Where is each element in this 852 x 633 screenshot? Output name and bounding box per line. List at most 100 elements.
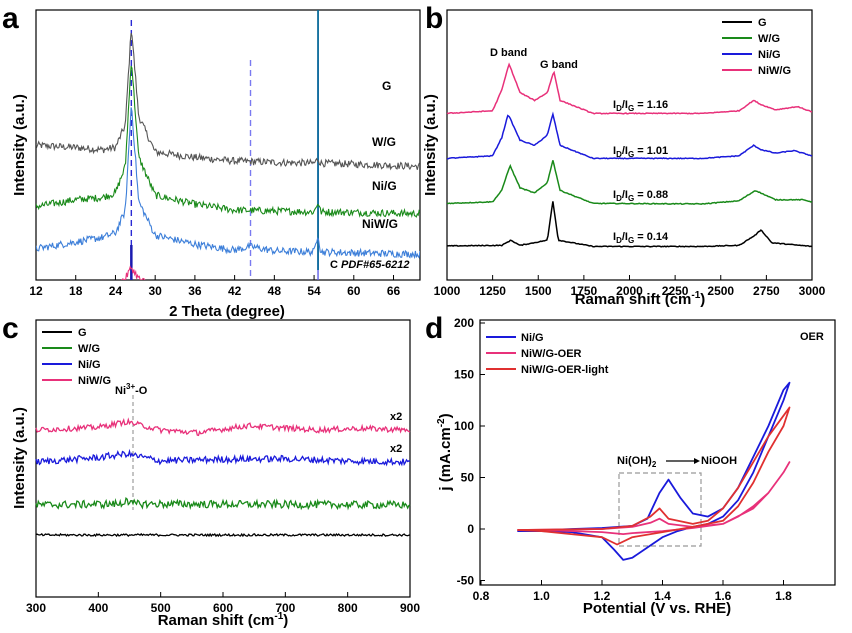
xtick-0-tick-label: 18 <box>69 284 83 298</box>
legend-entry: Ni/G <box>521 332 544 344</box>
x-ticks-c: 300 400 500 600 700 800 900 <box>26 592 420 615</box>
legend-entry: W/G <box>78 343 100 355</box>
x-tick-label: 1.0 <box>533 589 550 603</box>
series-line <box>35 497 411 511</box>
panel-letter-a: a <box>2 2 19 35</box>
legend-entry: G <box>78 327 87 339</box>
legend-entry: G <box>758 17 767 29</box>
xtick-0-tick-label: 36 <box>188 284 202 298</box>
xtick-2-tick-label: 800 <box>338 601 358 615</box>
panel-letter-b: b <box>425 2 443 35</box>
series-line <box>446 160 813 206</box>
x-tick-label: 1.4 <box>654 589 671 603</box>
xtick-1-tick-label: 2250 <box>662 284 689 298</box>
series-group-b <box>446 62 813 248</box>
series-line <box>517 381 791 561</box>
xtick-2-tick-label: 600 <box>213 601 233 615</box>
series-label-nig: Ni/G <box>372 179 397 193</box>
scale-label-nig: x2 <box>390 443 402 455</box>
series-label-niwg: NiW/G <box>362 217 398 231</box>
xtick-1-tick-label: 3000 <box>799 284 826 298</box>
xtick-0-tick-label: 30 <box>148 284 162 298</box>
legend-d: Ni/G NiW/G-OER NiW/G-OER-light <box>486 332 609 376</box>
y-tick-label: -50 <box>457 574 475 588</box>
oer-corner-label: OER <box>800 331 824 343</box>
axis-ticks-d: 0.8 1.0 1.2 1.4 1.6 1.8 -50 0 50 100 150 200 <box>454 316 792 603</box>
panel-c: c 300 400 500 600 700 800 900 G W/G Ni/G NiW/G Ni… <box>2 312 420 629</box>
redox-arrow-head <box>694 458 700 464</box>
x-tick-label: 1.6 <box>715 589 732 603</box>
xtick-0-tick-label: 60 <box>347 284 361 298</box>
legend-entry: W/G <box>758 33 780 45</box>
x-axis-label-b: Raman shift (cm-1) <box>575 290 706 308</box>
redox-left-label: Ni(OH)2 <box>617 455 657 469</box>
redox-highlight-box <box>618 472 702 547</box>
xtick-0-tick-label: 66 <box>387 284 401 298</box>
y-axis-label-b: Intensity (a.u.) <box>422 94 439 196</box>
panel-b: b 1000 1250 1500 1750 2000 2250 2500 2750 3000 D… <box>422 2 826 308</box>
y-tick-label: 200 <box>454 316 474 330</box>
legend-entry: NiW/G-OER-light <box>521 364 609 376</box>
scale-label-niwg: x2 <box>390 411 402 423</box>
xtick-1-tick-label: 1250 <box>479 284 506 298</box>
y-axis-label-a: Intensity (a.u.) <box>11 94 28 196</box>
xtick-1-tick-label: 2750 <box>753 284 780 298</box>
xtick-0-tick-label: 42 <box>228 284 242 298</box>
y-axis-label-c: Intensity (a.u.) <box>11 407 28 509</box>
y-axis-label-d: j (mA.cm-2) <box>436 413 454 491</box>
xtick-1-tick-label: 2500 <box>707 284 734 298</box>
x-tick-label: 1.2 <box>594 589 611 603</box>
id-ig-ratio-label: ID/IG = 1.01 <box>613 145 668 159</box>
y-tick-label: 0 <box>467 522 474 536</box>
panel-d: d 0.8 1.0 1.2 1.4 1.6 1.8 -50 0 50 100 150 200 Ni/G… <box>425 312 836 617</box>
legend-entry: NiW/G-OER <box>521 348 582 360</box>
panel-letter-c: c <box>2 312 19 345</box>
y-tick-label: 150 <box>454 368 474 382</box>
series-line <box>517 406 791 546</box>
xtick-1-tick-label: 1500 <box>525 284 552 298</box>
plot-frame-d <box>479 319 836 586</box>
xtick-2-tick-label: 500 <box>151 601 171 615</box>
xtick-2-tick-label: 700 <box>275 601 295 615</box>
xtick-0-tick-label: 54 <box>307 284 321 298</box>
plot-frame-a <box>35 9 421 281</box>
legend-b: G W/G Ni/G NiW/G <box>722 17 791 77</box>
series-group-a <box>36 33 420 280</box>
x-axis-label-a: 2 Theta (degree) <box>169 303 285 320</box>
series-line <box>36 33 420 171</box>
series-line <box>35 417 411 437</box>
y-tick-label: 50 <box>461 471 475 485</box>
series-line <box>35 448 411 467</box>
id-ig-ratio-label: ID/IG = 1.16 <box>613 99 668 113</box>
series-line <box>36 107 420 260</box>
x-axis-label-c: Raman shift (cm-1) <box>158 611 289 629</box>
xtick-1-tick-label: 2000 <box>616 284 643 298</box>
x-tick-label: 0.8 <box>473 589 490 603</box>
series-line <box>446 201 813 248</box>
g-band-label: G band <box>540 59 578 71</box>
panel-a: a 12 18 24 30 36 42 48 54 60 66 G W/G Ni/G NiW/G … <box>2 2 421 320</box>
id-ig-ratio-label: ID/IG = 0.14 <box>613 231 669 245</box>
x-ticks-b: 1000 1250 1500 1750 2000 2250 2500 2750 3000 <box>434 275 826 298</box>
legend-c: G W/G Ni/G NiW/G <box>42 327 111 387</box>
xtick-1-tick-label: 1000 <box>434 284 461 298</box>
xtick-2-tick-label: 300 <box>26 601 46 615</box>
series-label-g: G <box>382 79 391 93</box>
xtick-0-tick-label: 48 <box>268 284 282 298</box>
reference-pattern-label: C PDF#65-6212 <box>330 259 410 271</box>
d-band-label: D band <box>490 47 527 59</box>
panel-letter-d: d <box>425 312 443 345</box>
ni-o-peak-label: Ni3+-O <box>115 382 148 397</box>
redox-right-label: NiOOH <box>701 455 737 467</box>
series-group-d <box>517 381 791 561</box>
ratio-labels-b: ID/IG = 1.16 ID/IG = 1.01 ID/IG = 0.88 ID/I… <box>613 99 669 245</box>
y-tick-label: 100 <box>454 419 474 433</box>
x-ticks-a: 12 18 24 30 36 42 48 54 60 66 <box>29 275 401 298</box>
x-axis-label-d: Potential (V vs. RHE) <box>583 600 731 617</box>
legend-entry: Ni/G <box>78 359 101 371</box>
legend-entry: Ni/G <box>758 49 781 61</box>
series-line <box>35 532 411 538</box>
xtick-1-tick-label: 1750 <box>571 284 598 298</box>
series-label-wg: W/G <box>372 135 396 149</box>
